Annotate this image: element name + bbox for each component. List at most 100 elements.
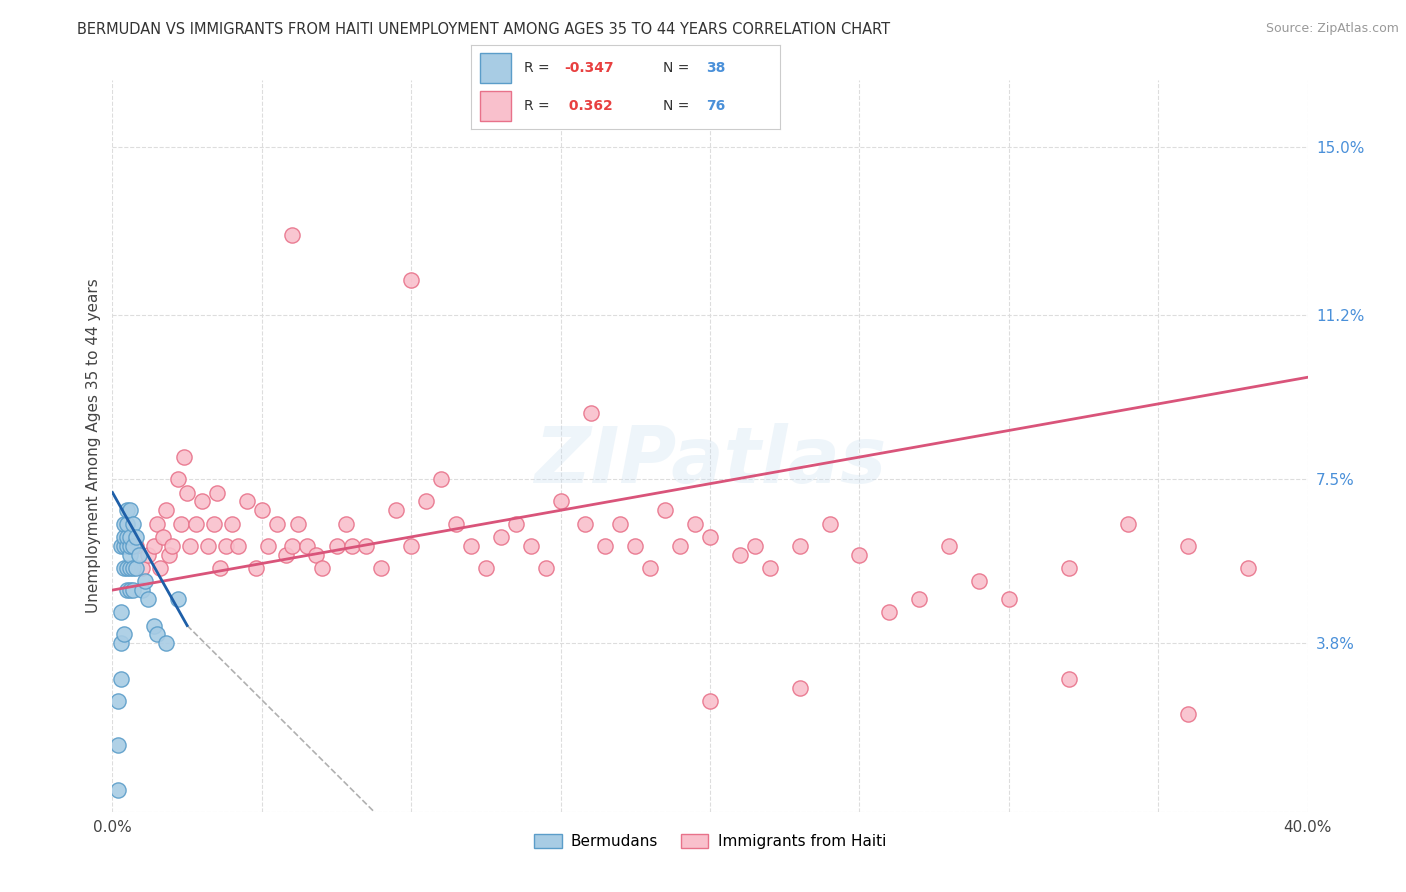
- Point: [274, 548, 297, 562]
- Point: [120, 583, 142, 598]
- Text: BERMUDAN VS IMMIGRANTS FROM HAITI UNEMPLOYMENT AMONG AGES 35 TO 44 YEARS CORRELA: BERMUDAN VS IMMIGRANTS FROM HAITI UNEMPL…: [77, 22, 890, 37]
- Point: [157, 548, 180, 562]
- Point: [122, 516, 145, 531]
- Point: [401, 273, 423, 287]
- Point: [356, 539, 378, 553]
- Point: [1118, 516, 1140, 531]
- Text: N =: N =: [662, 99, 693, 112]
- Point: [114, 539, 135, 553]
- FancyBboxPatch shape: [481, 91, 512, 120]
- Point: [266, 516, 288, 531]
- Point: [120, 561, 142, 575]
- Point: [107, 782, 129, 797]
- Point: [152, 530, 174, 544]
- Point: [335, 516, 357, 531]
- Point: [489, 530, 512, 544]
- Point: [117, 516, 139, 531]
- Text: R =: R =: [523, 99, 554, 112]
- Point: [110, 605, 132, 619]
- Point: [1057, 672, 1080, 686]
- Point: [1057, 561, 1080, 575]
- Point: [120, 539, 142, 553]
- Point: [789, 539, 811, 553]
- Point: [143, 539, 166, 553]
- Text: 0.362: 0.362: [564, 99, 613, 112]
- Point: [117, 561, 139, 575]
- Point: [143, 618, 166, 632]
- Point: [669, 539, 692, 553]
- Point: [131, 561, 153, 575]
- Text: R =: R =: [523, 62, 554, 75]
- Point: [340, 539, 363, 553]
- Point: [654, 503, 676, 517]
- Point: [131, 583, 153, 598]
- Point: [117, 503, 139, 517]
- Point: [162, 539, 183, 553]
- Point: [444, 516, 467, 531]
- Point: [155, 636, 177, 650]
- Point: [281, 228, 304, 243]
- Text: 38: 38: [706, 62, 725, 75]
- Point: [848, 548, 870, 562]
- Point: [107, 694, 129, 708]
- Point: [117, 539, 139, 553]
- Text: N =: N =: [662, 62, 693, 75]
- Text: -0.347: -0.347: [564, 62, 613, 75]
- Point: [908, 591, 931, 606]
- Point: [1177, 707, 1199, 722]
- Point: [640, 561, 662, 575]
- Point: [534, 561, 557, 575]
- Point: [215, 539, 238, 553]
- Point: [385, 503, 408, 517]
- Point: [197, 539, 219, 553]
- Point: [401, 539, 423, 553]
- Point: [789, 681, 811, 695]
- Point: [209, 561, 232, 575]
- Point: [505, 516, 527, 531]
- Point: [295, 539, 318, 553]
- Point: [520, 539, 543, 553]
- Point: [250, 503, 273, 517]
- Point: [149, 561, 172, 575]
- Point: [550, 494, 572, 508]
- Point: [167, 472, 190, 486]
- FancyBboxPatch shape: [481, 54, 512, 83]
- Point: [595, 539, 617, 553]
- Point: [430, 472, 453, 486]
- Point: [122, 539, 145, 553]
- Point: [728, 548, 751, 562]
- Point: [117, 530, 139, 544]
- Point: [170, 516, 193, 531]
- Point: [574, 516, 596, 531]
- Point: [138, 548, 160, 562]
- Point: [683, 516, 706, 531]
- Point: [146, 627, 169, 641]
- Point: [114, 516, 135, 531]
- Point: [744, 539, 766, 553]
- Point: [1237, 561, 1260, 575]
- Y-axis label: Unemployment Among Ages 35 to 44 years: Unemployment Among Ages 35 to 44 years: [86, 278, 101, 614]
- Point: [125, 530, 148, 544]
- Point: [624, 539, 647, 553]
- Point: [128, 548, 150, 562]
- Point: [125, 561, 148, 575]
- Point: [305, 548, 328, 562]
- Point: [325, 539, 347, 553]
- Point: [245, 561, 267, 575]
- Point: [879, 605, 901, 619]
- Point: [179, 539, 201, 553]
- Point: [699, 530, 721, 544]
- Point: [114, 530, 135, 544]
- Point: [120, 548, 142, 562]
- Point: [155, 503, 177, 517]
- Point: [110, 539, 132, 553]
- Point: [110, 636, 132, 650]
- Text: ZIPatlas: ZIPatlas: [534, 423, 886, 499]
- Point: [117, 583, 139, 598]
- Point: [1177, 539, 1199, 553]
- Point: [287, 516, 309, 531]
- Point: [146, 516, 169, 531]
- Point: [370, 561, 392, 575]
- Point: [167, 591, 190, 606]
- Point: [579, 406, 602, 420]
